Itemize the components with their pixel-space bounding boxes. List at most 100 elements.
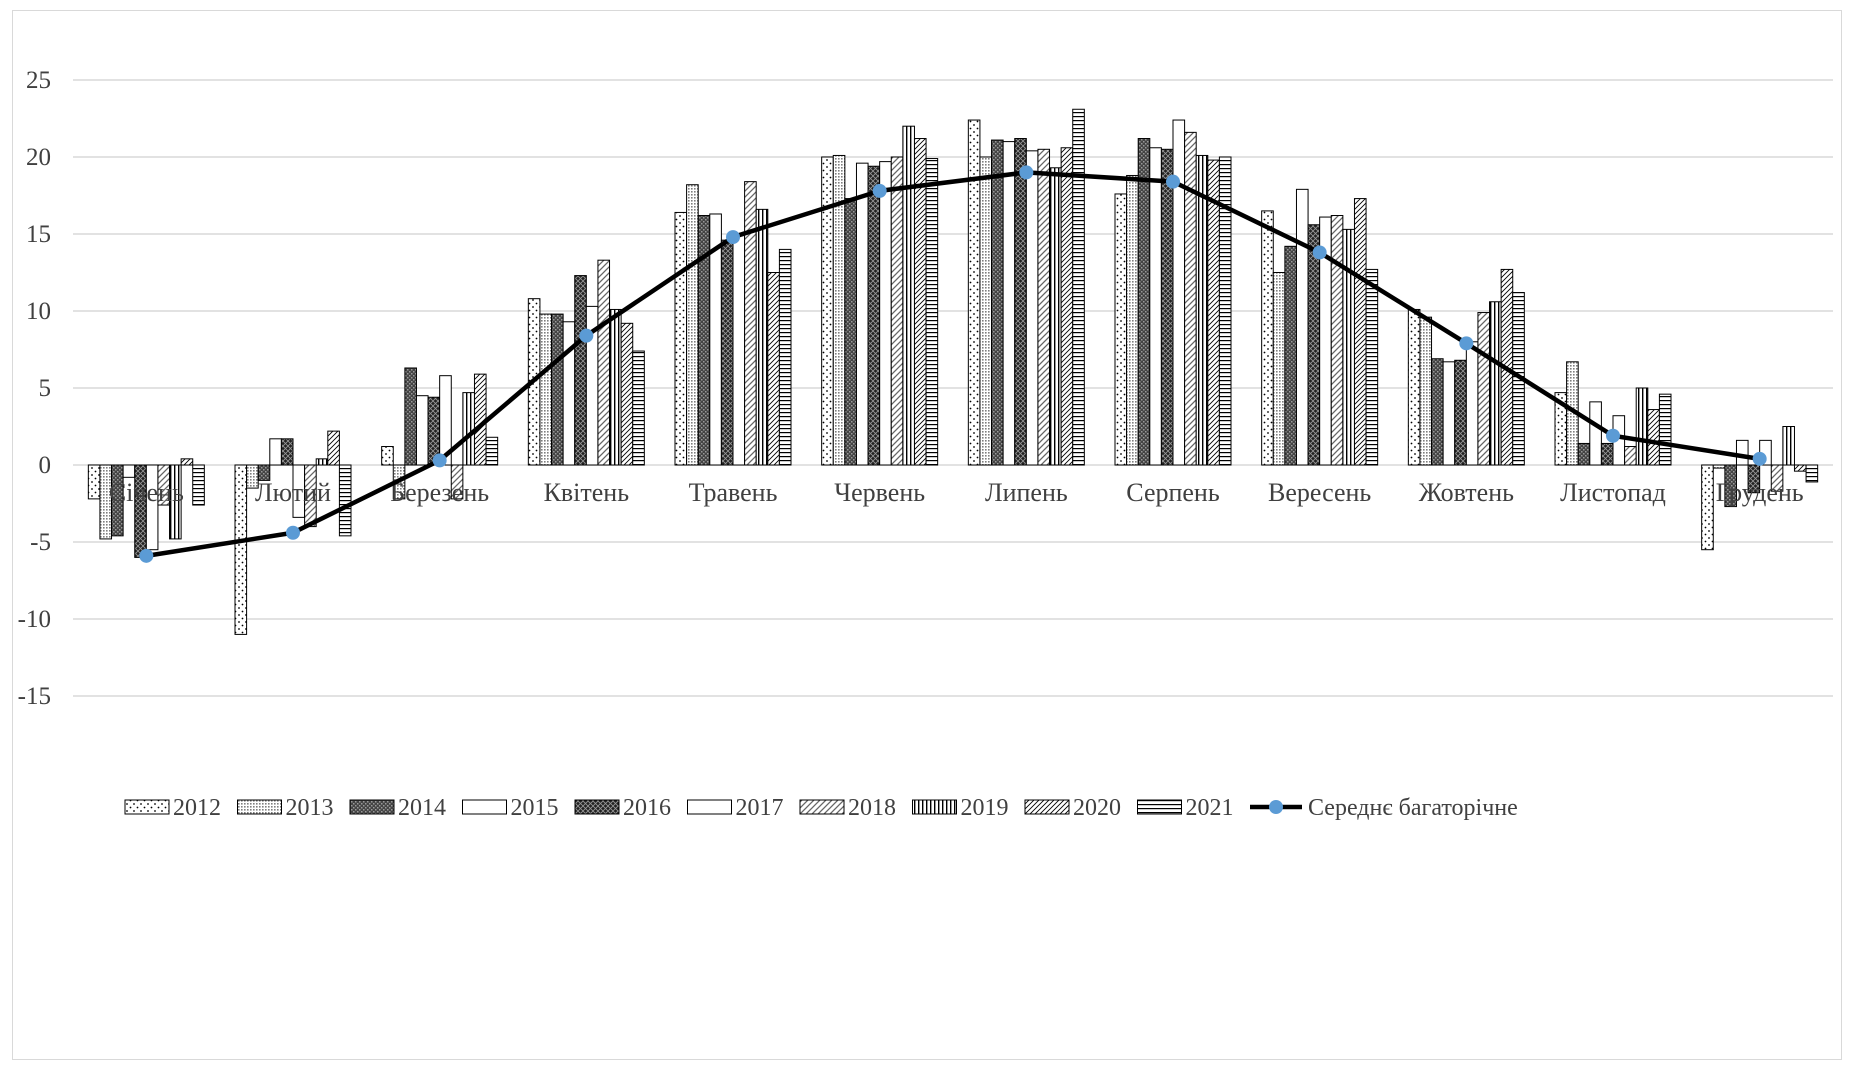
bar-2015-2 — [415, 395, 429, 466]
legend-swatch-2020 — [1024, 799, 1070, 815]
bar-2014-8 — [1284, 245, 1297, 466]
bar-2018-2 — [450, 464, 464, 500]
legend-swatch-2014 — [349, 799, 395, 815]
y-tick-label: 0 — [39, 452, 52, 479]
legend-swatch-2019 — [912, 799, 957, 815]
bar-2012-7 — [1114, 193, 1128, 466]
y-tick-label: -15 — [18, 683, 51, 710]
legend-label-2017: 2017 — [736, 795, 784, 821]
bar-2020-11 — [1793, 464, 1807, 472]
bar-2012-0 — [87, 464, 101, 500]
bar-2014-3 — [551, 313, 564, 466]
category-label: Березень — [390, 478, 489, 507]
bar-2016-10 — [1600, 442, 1614, 466]
bar-2018-3 — [597, 259, 611, 466]
bar-2012-8 — [1261, 210, 1274, 466]
gridlines — [73, 79, 1833, 697]
legend-marker-swatch — [1269, 800, 1283, 814]
category-label: Лютий — [255, 478, 331, 507]
y-tick-label: 15 — [26, 221, 51, 248]
average-line-series — [139, 165, 1767, 563]
bar-2019-0 — [169, 464, 182, 540]
bar-2019-4 — [755, 208, 769, 466]
bar-2020-0 — [180, 458, 194, 466]
bar-2021-10 — [1658, 393, 1672, 466]
legend-label-2013: 2013 — [286, 795, 334, 821]
bar-2017-7 — [1172, 119, 1186, 466]
category-label: Січень — [109, 478, 184, 507]
legend-label-average: Середнє багаторічне — [1308, 795, 1518, 821]
bar-2017-4 — [732, 235, 746, 466]
bar-2013-11 — [1712, 464, 1726, 469]
average-marker-1 — [286, 525, 300, 540]
bar-2014-2 — [404, 367, 417, 466]
bar-2020-4 — [767, 272, 780, 466]
bar-2015-8 — [1295, 188, 1309, 466]
bar-2013-6 — [979, 156, 993, 466]
bar-2014-5 — [844, 198, 857, 466]
bar-2016-7 — [1160, 148, 1174, 466]
legend-swatch-2015 — [462, 799, 507, 815]
bar-2012-2 — [381, 446, 394, 466]
bar-2018-8 — [1330, 215, 1344, 466]
bar-2021-4 — [778, 248, 792, 466]
category-label: Липень — [985, 478, 1068, 507]
bar-2017-9 — [1465, 341, 1479, 466]
category-label: Вересень — [1268, 478, 1371, 507]
bar-2018-4 — [744, 181, 757, 466]
bar-2017-0 — [145, 464, 159, 551]
bar-2019-8 — [1342, 228, 1355, 466]
y-tick-label: -10 — [18, 606, 51, 633]
bar-2016-9 — [1454, 359, 1467, 466]
bar-2016-5 — [867, 165, 881, 466]
bar-2019-9 — [1489, 301, 1502, 466]
category-label: Червень — [834, 478, 925, 507]
average-marker-3 — [579, 328, 594, 343]
bar-2015-0 — [122, 464, 136, 478]
bar-2016-3 — [574, 275, 587, 466]
legend-label-2012: 2012 — [173, 795, 221, 821]
legend-label-2016: 2016 — [623, 795, 671, 821]
legend-swatch-2013 — [237, 799, 282, 815]
y-tick-label: 5 — [39, 375, 52, 402]
bar-2019-3 — [609, 308, 622, 466]
bar-2020-6 — [1060, 147, 1074, 466]
bar-2013-3 — [539, 313, 553, 466]
average-marker-4 — [726, 230, 740, 245]
bar-2015-3 — [562, 321, 576, 466]
bar-2012-6 — [967, 119, 981, 466]
legend-label-2019: 2019 — [961, 795, 1009, 821]
bar-2018-5 — [890, 156, 904, 466]
bar-2016-6 — [1014, 138, 1027, 466]
category-label: Грудень — [1716, 478, 1804, 507]
bar-2012-4 — [674, 211, 688, 466]
category-label: Листопад — [1560, 478, 1666, 507]
category-label: Жовтень — [1419, 478, 1514, 507]
bar-2012-9 — [1407, 308, 1421, 466]
bars — [87, 108, 1819, 635]
bar-2019-6 — [1049, 167, 1062, 466]
average-marker-9 — [1459, 336, 1474, 351]
bar-2021-6 — [1072, 108, 1085, 466]
bar-2014-6 — [991, 139, 1004, 466]
bar-2014-9 — [1431, 358, 1444, 466]
bar-2019-2 — [462, 392, 475, 466]
bar-2020-8 — [1353, 198, 1367, 466]
bar-2012-1 — [234, 464, 248, 635]
legend-swatch-2016 — [574, 799, 620, 815]
legend: 2012 2013 2014 2015 2016 2017 2018 2019 2020 2021… — [124, 795, 1518, 821]
bar-2020-3 — [620, 322, 634, 466]
bar-2021-7 — [1218, 156, 1232, 466]
bar-2018-10 — [1624, 446, 1637, 466]
bar-2016-8 — [1307, 224, 1321, 466]
bar-2015-10 — [1589, 401, 1602, 466]
bar-2018-7 — [1184, 131, 1197, 466]
y-tick-label: -5 — [30, 529, 51, 556]
bar-2017-5 — [879, 161, 892, 466]
y-tick-label: 10 — [26, 298, 51, 325]
bar-2021-3 — [632, 350, 645, 466]
bar-2012-5 — [821, 156, 834, 466]
bar-2015-5 — [855, 162, 869, 466]
category-label: Квітень — [544, 478, 630, 507]
legend-swatch-2017 — [687, 799, 732, 815]
